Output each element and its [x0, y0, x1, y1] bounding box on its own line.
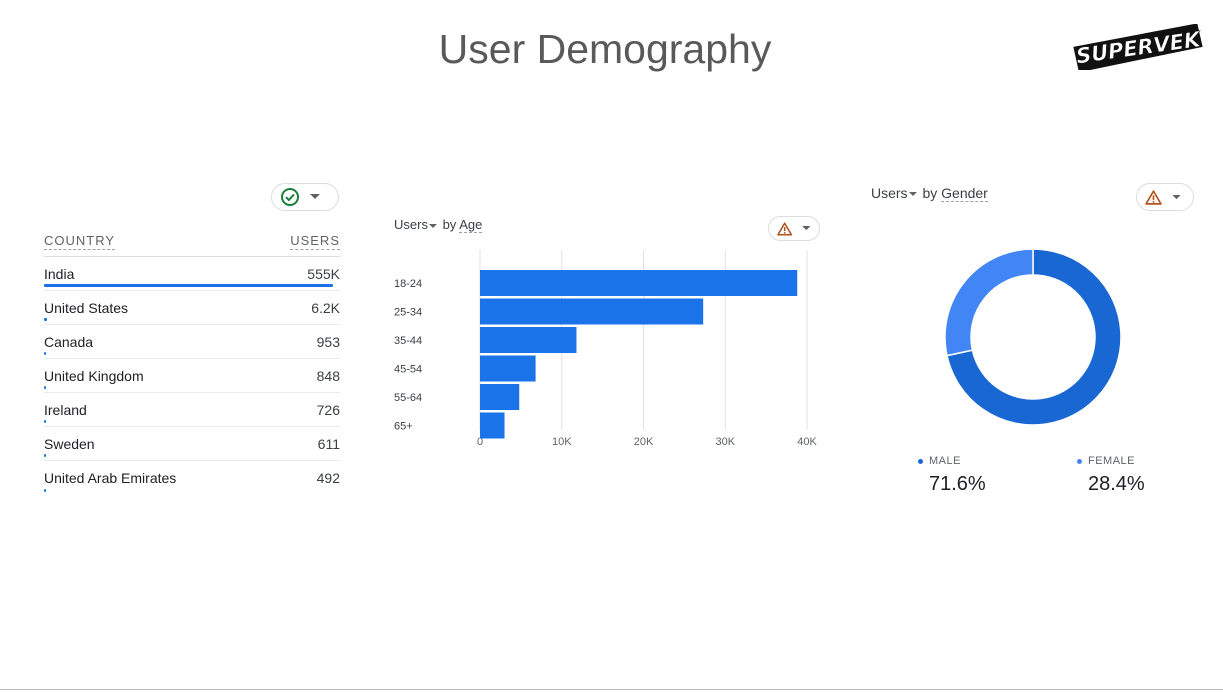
country-users: 726 — [316, 402, 340, 418]
gender-metric-label[interactable]: Users — [871, 185, 908, 201]
male-dot — [918, 458, 923, 464]
chevron-down-icon — [310, 194, 320, 199]
country-users: 492 — [316, 470, 340, 486]
y-tick-label: 35-44 — [394, 335, 422, 347]
table-header: COUNTRY USERS — [44, 226, 340, 257]
country-name: United States — [44, 300, 129, 316]
country-status-dropdown[interactable] — [271, 183, 339, 211]
country-share-bar — [44, 489, 46, 492]
gender-chart-title: Users by Gender — [871, 185, 988, 202]
country-name: United Kingdom — [44, 368, 144, 384]
age-dimension-label[interactable]: Age — [459, 217, 483, 233]
country-share-bar — [44, 386, 46, 389]
age-status-dropdown[interactable] — [768, 216, 820, 241]
country-name: United Arab Emirates — [44, 470, 177, 486]
age-bar-chart: 0 10K 20K 30K 40K 18-24 25-34 35-44 45-54 55-64 65… — [394, 250, 817, 448]
female-value: 28.4% — [1088, 473, 1145, 495]
country-table: COUNTRY USERS India 555K United States 6.2K… — [44, 226, 340, 495]
male-label: MALE — [929, 455, 961, 467]
age-bar[interactable] — [480, 298, 704, 325]
x-tick-label: 40K — [797, 436, 817, 448]
country-share-bar — [44, 454, 46, 457]
y-tick-label: 65+ — [394, 421, 413, 433]
legend-male: MALE — [918, 455, 961, 467]
country-name: Canada — [44, 334, 94, 350]
age-by-label: by — [442, 217, 457, 232]
gender-slice-male[interactable] — [946, 248, 1122, 426]
country-share-bar — [44, 352, 46, 355]
country-users: 953 — [316, 334, 340, 350]
gender-donut-chart — [944, 248, 1122, 426]
header-users[interactable]: USERS — [290, 226, 340, 250]
country-users: 555K — [307, 266, 340, 282]
age-bar[interactable] — [480, 384, 520, 410]
age-bar[interactable] — [480, 355, 536, 382]
warning-icon — [777, 221, 793, 236]
gender-dimension-label[interactable]: Gender — [941, 185, 988, 202]
x-tick-label: 10K — [552, 436, 572, 448]
bottom-divider — [0, 689, 1223, 690]
gender-by-label: by — [922, 185, 938, 201]
x-tick-label: 0 — [477, 436, 483, 448]
caret-down-icon[interactable] — [428, 223, 437, 228]
x-tick-label: 30K — [715, 436, 735, 448]
country-share-bar — [44, 318, 48, 321]
country-name: India — [44, 266, 75, 282]
country-share-bar — [44, 420, 46, 423]
y-tick-label: 25-34 — [394, 307, 422, 319]
header-country[interactable]: COUNTRY — [44, 226, 116, 250]
age-bar[interactable] — [480, 327, 577, 353]
warning-icon — [1145, 189, 1162, 205]
table-row[interactable]: Sweden 611 — [44, 427, 340, 461]
country-name: Ireland — [44, 402, 87, 418]
supervek-logo: SUPERVEK — [1073, 24, 1204, 70]
check-circle-icon — [281, 188, 299, 206]
y-tick-label: 45-54 — [394, 364, 422, 376]
y-tick-label: 55-64 — [394, 392, 422, 404]
country-name: Sweden — [44, 436, 95, 452]
gender-slice-female[interactable] — [944, 248, 1034, 357]
gender-status-dropdown[interactable] — [1136, 183, 1194, 211]
country-share-bar — [44, 284, 333, 287]
x-tick-label: 20K — [634, 436, 654, 448]
table-row[interactable]: Ireland 726 — [44, 393, 340, 427]
table-row[interactable]: India 555K — [44, 257, 340, 291]
male-value: 71.6% — [929, 473, 986, 495]
caret-down-icon[interactable] — [908, 192, 917, 197]
country-users: 848 — [316, 368, 340, 384]
age-metric-label[interactable]: Users — [394, 217, 428, 232]
female-dot — [1077, 458, 1082, 464]
country-users: 6.2K — [311, 300, 340, 316]
female-label: FEMALE — [1088, 455, 1136, 467]
logo-text: SUPERVEK — [1075, 27, 1204, 68]
page-title: User Demography — [438, 26, 772, 72]
table-row[interactable]: United Kingdom 848 — [44, 359, 340, 393]
y-tick-label: 18-24 — [394, 278, 422, 290]
country-users: 611 — [317, 436, 340, 452]
table-row[interactable]: Canada 953 — [44, 325, 340, 359]
age-bar[interactable] — [480, 412, 505, 439]
legend-female: FEMALE — [1077, 455, 1135, 467]
table-row[interactable]: United States 6.2K — [44, 291, 340, 325]
chevron-down-icon — [802, 226, 811, 231]
age-chart-title: Users by Age — [394, 217, 483, 233]
table-row[interactable]: United Arab Emirates 492 — [44, 461, 340, 495]
chevron-down-icon — [1172, 194, 1181, 199]
age-bar[interactable] — [480, 270, 798, 296]
